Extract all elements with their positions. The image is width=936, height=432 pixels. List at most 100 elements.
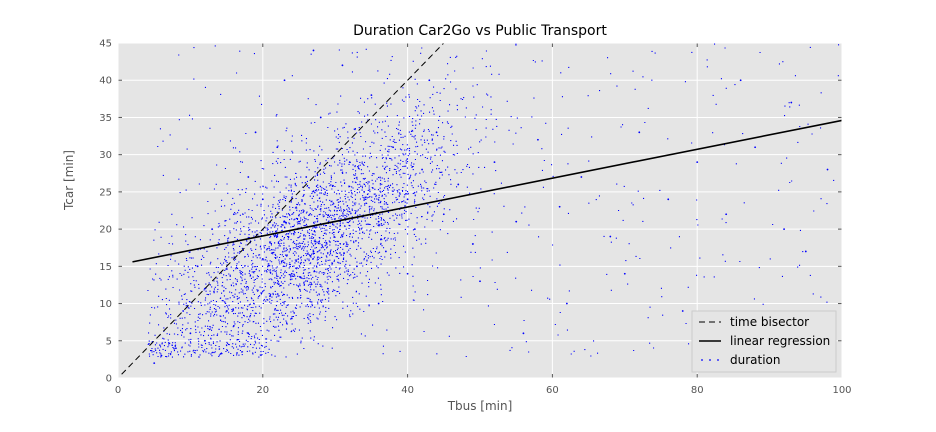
- scatter-point: [537, 138, 539, 141]
- scatter-point: [406, 198, 409, 201]
- scatter-point: [413, 228, 416, 231]
- legend-label: time bisector: [730, 315, 809, 329]
- scatter-point: [826, 168, 829, 171]
- scatter-point: [240, 272, 242, 275]
- scatter-point: [493, 161, 496, 164]
- scatter-point: [203, 339, 206, 342]
- scatter-point: [623, 272, 626, 275]
- scatter-point: [334, 205, 337, 208]
- data-points: [153, 49, 829, 365]
- scatter-point: [290, 272, 293, 275]
- scatter-point: [348, 161, 351, 164]
- y-tick-label: 35: [99, 113, 112, 124]
- scatter-point: [189, 332, 192, 335]
- scatter-point: [609, 235, 612, 238]
- scatter-point: [254, 131, 257, 134]
- y-tick-label: 15: [99, 262, 112, 273]
- scatter-point: [305, 176, 308, 178]
- scatter-point: [160, 354, 163, 357]
- scatter-point: [515, 220, 518, 223]
- scatter-point: [739, 79, 742, 82]
- plot-frame: [117, 42, 843, 379]
- scatter-point: [225, 310, 228, 312]
- scatter-point: [327, 287, 329, 290]
- scatter-point: [377, 302, 380, 305]
- scatter-point: [442, 213, 445, 216]
- legend: time bisector linear regression duration: [691, 310, 837, 373]
- scatter-point: [522, 332, 525, 335]
- scatter-point: [276, 146, 279, 149]
- scatter-point: [341, 64, 344, 67]
- scatter-point: [580, 176, 583, 178]
- scatter-point: [196, 265, 199, 268]
- y-tick-label: 10: [99, 299, 112, 310]
- scatter-point: [681, 310, 684, 312]
- scatter-point: [384, 250, 387, 253]
- legend-label: duration: [730, 353, 781, 367]
- scatter-point: [153, 362, 156, 365]
- regression-line: [132, 119, 842, 263]
- legend-point-swatch: [701, 359, 703, 361]
- scatter-point-cloud: [147, 43, 840, 358]
- scatter-point: [406, 272, 409, 275]
- scatter-point: [565, 302, 568, 305]
- x-axis-label: Tbus [min]: [447, 399, 513, 413]
- y-tick-label: 40: [99, 76, 112, 87]
- scatter-point: [312, 250, 315, 253]
- y-tick-label: 5: [106, 336, 112, 347]
- scatter-point: [804, 250, 807, 253]
- x-tick-label: 60: [546, 385, 559, 396]
- scatter-point: [283, 79, 286, 82]
- scatter-point: [725, 213, 728, 216]
- scatter-cloud-path: [147, 43, 840, 358]
- scatter-point: [276, 235, 279, 238]
- y-tick-label: 20: [99, 225, 112, 236]
- x-tick-label: 100: [832, 385, 851, 396]
- scatter-point: [363, 190, 366, 193]
- scatter-point: [269, 295, 271, 298]
- x-tick-label: 40: [401, 385, 414, 396]
- scatter-point: [790, 101, 793, 104]
- scatter-point: [319, 116, 322, 119]
- y-tick-label: 45: [99, 39, 112, 50]
- scatter-point: [667, 198, 670, 201]
- y-tick-label: 30: [99, 150, 112, 161]
- scatter-point: [428, 79, 431, 82]
- axis-ticks: 0 20 40 60 80 100 0 5 10 15 20 25 30 35 40 45: [99, 39, 851, 397]
- series-lines: [121, 43, 842, 375]
- scatter-point: [558, 205, 561, 208]
- scatter-point: [471, 243, 474, 245]
- x-tick-label: 80: [691, 385, 704, 396]
- scatter-point: [182, 310, 185, 312]
- scatter-point: [232, 324, 235, 327]
- chart-title: Duration Car2Go vs Public Transport: [353, 23, 607, 39]
- x-tick-label: 20: [256, 385, 269, 396]
- scatter-point: [211, 228, 214, 231]
- scatter-point: [421, 168, 423, 171]
- legend-point-swatch: [709, 359, 711, 361]
- scatter-point: [261, 257, 264, 260]
- scatter-point: [232, 213, 235, 216]
- scatter-point: [298, 220, 300, 223]
- x-tick-label: 0: [115, 385, 121, 396]
- scatter-point: [696, 161, 699, 164]
- bisector-line: [121, 43, 445, 375]
- scatter-point: [312, 49, 315, 52]
- scatter-point: [370, 94, 373, 97]
- y-tick-label: 0: [106, 374, 112, 385]
- legend-label: linear regression: [730, 334, 830, 348]
- scatter-point: [392, 146, 395, 149]
- scatter-point: [247, 332, 250, 335]
- scatter-point: [479, 280, 481, 283]
- y-tick-label: 25: [99, 187, 112, 198]
- scatter-point: [290, 317, 293, 320]
- scatter-point: [356, 265, 358, 268]
- scatter-point: [638, 131, 641, 134]
- scatter-point: [754, 146, 757, 149]
- scatter-point: [261, 198, 264, 201]
- scatter-point: [247, 176, 250, 178]
- scatter-point: [377, 220, 380, 223]
- scatter-point: [783, 228, 785, 231]
- scatter-point: [435, 131, 438, 134]
